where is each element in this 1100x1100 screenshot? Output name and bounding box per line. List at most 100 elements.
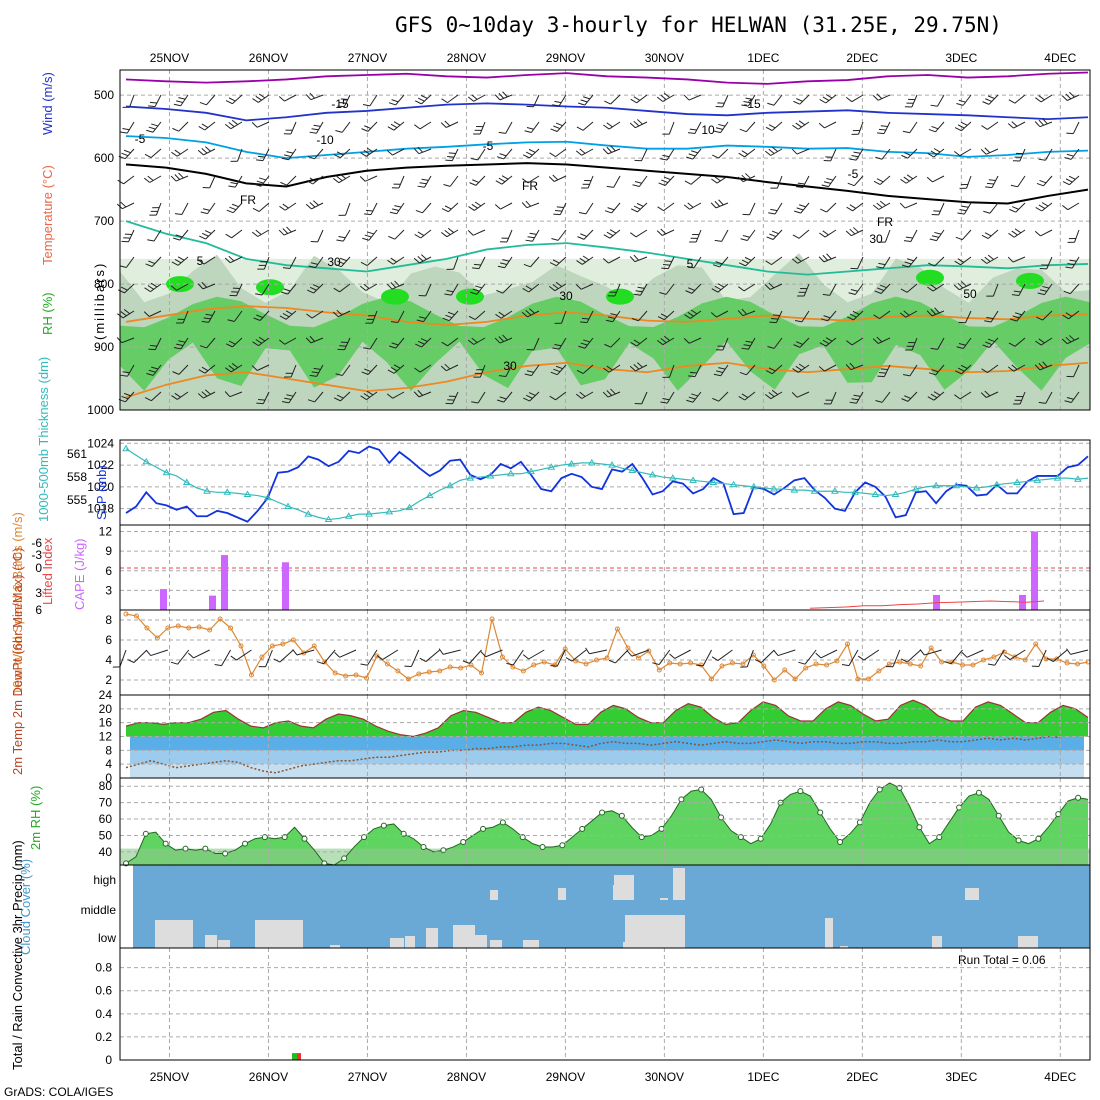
wind-barb-feather [961,281,967,287]
wind-barb [149,175,162,183]
ylabel-p5: 2m Temp 2m DewPt (6hr Min/Max) (°C) [10,548,25,775]
wind-barb-feather [1035,340,1042,346]
wind-barb [614,283,621,297]
wind-barb-feather [575,284,582,290]
wind-speed-point [290,637,296,643]
wind-barb-feather [1069,91,1075,98]
wind-barb-feather [117,289,125,294]
wind-speed-point [499,654,505,660]
wind-barb [398,175,405,189]
cloud-bar [1018,936,1038,948]
wind-barb-feather [765,126,773,131]
wind-barb [512,649,524,666]
wind-barb [906,283,918,293]
top-date-label: 2DEC [846,51,878,65]
wind-barb [229,391,243,398]
wind-barb [878,337,891,344]
wind-barb-feather [282,228,289,234]
y-tick-label: 700 [94,214,114,228]
top-date-label: 27NOV [348,51,387,65]
wind-barb [392,391,405,399]
wind-barb [935,121,945,133]
wind-barb [961,364,972,375]
bottom-date-label: 3DEC [945,1070,977,1084]
rh2m-point [599,809,606,816]
wind-barb-feather [663,264,671,266]
wind-barb-feather [307,155,315,160]
wind-barb [797,256,810,264]
wind-barb-feather [714,239,722,242]
wind-barb-feather [876,336,883,343]
wind-barb-feather [255,293,263,296]
wind-barb [879,310,891,320]
wind-barb-feather [904,261,912,265]
wind-barb-feather [953,284,960,291]
wind-barb-feather [363,393,370,398]
wind-barb-feather [657,206,664,212]
wind-barb-feather [440,122,447,128]
wind-barb-feather [387,126,395,131]
wind-barb-feather [364,125,371,129]
wind-barb [935,364,945,376]
wind-barb-feather [580,99,588,103]
wind-barb-feather [684,180,692,185]
wind-barb-feather [441,208,449,213]
wind-barb [934,256,945,267]
wind-barb-feather [905,236,913,239]
wind-barb-feather [581,317,589,320]
wind-barb [366,391,378,401]
bottom-date-axis: 25NOV 26NOV 27NOV 28NOV 29NOV 30NOV 1DEC 2DEC 3D… [150,1070,1077,1084]
wind-barb-feather [528,308,535,314]
wind-barb-feather [742,235,750,238]
wind-barb [721,229,729,242]
wind-barb [581,148,594,156]
wind-barb [479,364,486,378]
wind-speed-point [437,668,443,674]
bottom-date-label: 1DEC [747,1070,779,1084]
wind-barb-feather [818,256,825,263]
wind-barb [988,337,999,348]
wind-barb-feather [333,154,341,159]
wind-barb-feather [1042,361,1048,368]
wind-barb-feather [585,647,590,655]
wind-barb-feather [252,341,259,347]
wind-speed-point [876,668,882,674]
wind-barb-feather [579,257,586,263]
wind-speed-point [583,661,589,667]
wind-barb-feather [928,262,935,267]
wind-barb-feather [663,335,671,341]
wind-barb [122,202,135,210]
wind-barb-feather [580,321,588,324]
wind-barb [393,121,405,131]
wind-barb-feather [689,371,697,374]
top-date-label: 3DEC [945,51,977,65]
wind-barb-feather [767,346,775,349]
y-tick-label: 0.4 [95,1007,112,1021]
wind-barb-feather [792,368,799,373]
isotherm-line [125,135,1089,160]
cloud-bar [426,928,438,948]
wind-barb-feather [230,182,238,185]
wind-barb-feather [498,311,505,317]
wind-barb [558,94,567,107]
wind-barb-feather [305,337,312,344]
wind-barb [121,337,135,344]
wind-barb [610,94,621,105]
wind-barb-feather [795,256,802,262]
wind-barb [856,391,864,404]
wind-barb [852,202,864,212]
wind-barb-feather [954,394,961,400]
wind-barb-feather [199,101,207,106]
wind-barb-feather [282,312,290,318]
wind-barb-feather [904,152,911,156]
y-tick-label: 0.2 [95,1030,112,1044]
wind-barb-feather [931,235,939,238]
wind-barb-feather [575,150,582,156]
wind-barb-feather [1066,397,1074,400]
wind-barb-feather [1007,366,1014,372]
wind-barb-feather [120,201,127,208]
wind-barb-feather [203,317,211,320]
wind-barb [638,310,648,322]
wind-barb-feather [286,226,292,233]
